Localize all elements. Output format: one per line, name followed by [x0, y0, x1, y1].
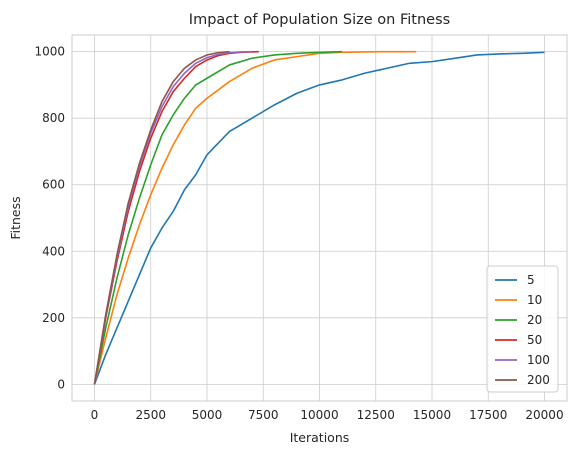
x-tick-label: 15000 — [413, 408, 451, 422]
x-tick-label: 17500 — [469, 408, 507, 422]
x-tick-label: 2500 — [135, 408, 166, 422]
legend-label-50: 50 — [527, 333, 542, 347]
legend: 5 10 20 50 100 200 — [486, 265, 559, 393]
series-lines — [93, 50, 545, 385]
x-tick-label: 12500 — [357, 408, 395, 422]
legend-label-100: 100 — [527, 353, 550, 367]
y-tick-label: 200 — [42, 311, 65, 325]
x-tick-label: 5000 — [192, 408, 223, 422]
legend-label-10: 10 — [527, 293, 542, 307]
x-tick-label: 10000 — [300, 408, 338, 422]
x-tick-label: 20000 — [525, 408, 563, 422]
plot-border — [71, 34, 568, 402]
x-tick-label: 7500 — [248, 408, 279, 422]
series-line-200 — [93, 50, 230, 385]
y-axis-label: Fitness — [8, 196, 23, 239]
y-tick-label: 0 — [57, 377, 65, 391]
chart-title: Impact of Population Size on Fitness — [189, 12, 450, 28]
y-tick-label: 800 — [42, 111, 65, 125]
x-tick-label: 0 — [91, 408, 99, 422]
series-line-5 — [93, 51, 545, 385]
series-line-20 — [93, 50, 343, 385]
y-tick-label: 400 — [42, 244, 65, 258]
x-axis-label: Iterations — [290, 430, 350, 445]
y-tick-label: 600 — [42, 178, 65, 192]
legend-label-5: 5 — [527, 273, 535, 287]
legend-label-20: 20 — [527, 313, 542, 327]
series-line-50 — [93, 50, 259, 385]
y-tick-label: 1000 — [34, 45, 65, 59]
tick-labels: 0 2500 5000 7500 10000 12500 15000 17500 20000 0 2… — [34, 45, 563, 422]
legend-label-200: 200 — [527, 373, 550, 387]
